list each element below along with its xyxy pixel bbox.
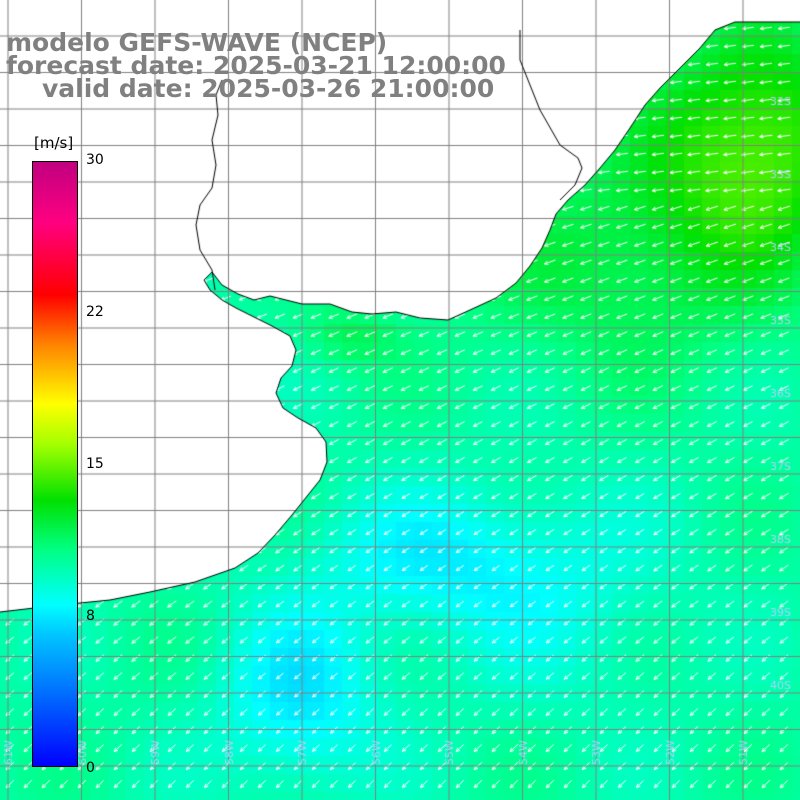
title-valid-date: valid date: 2025-03-26 21:00:00: [42, 74, 495, 103]
colorbar: [32, 161, 78, 767]
colorbar-unit: [m/s]: [34, 134, 74, 152]
colorbar-tick-22: 22: [86, 304, 104, 320]
colorbar-tick-8: 8: [86, 608, 95, 624]
colorbar-tick-30: 30: [86, 152, 104, 168]
colorbar-tick-0: 0: [86, 760, 95, 776]
colorbar-tick-15: 15: [86, 456, 104, 472]
title-forecast-date: forecast date: 2025-03-21 12:00:00: [6, 51, 506, 80]
title-model: modelo GEFS-WAVE (NCEP): [6, 28, 388, 57]
